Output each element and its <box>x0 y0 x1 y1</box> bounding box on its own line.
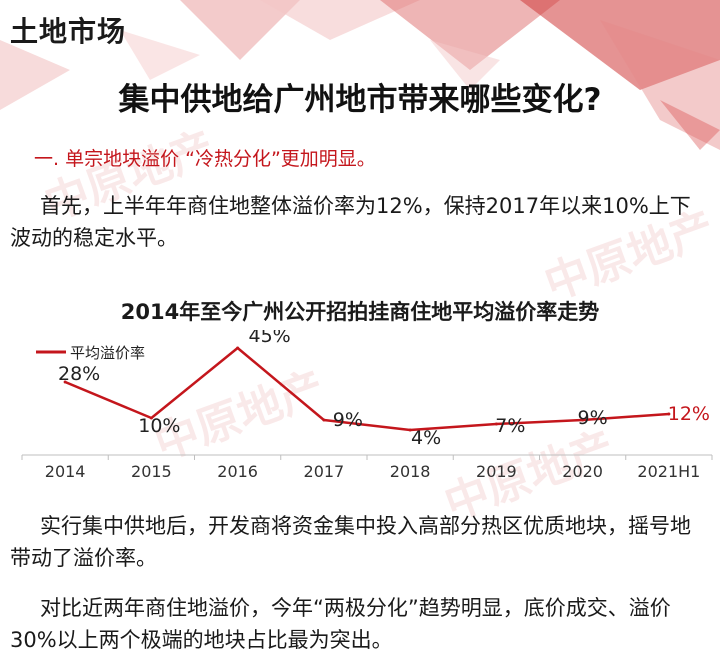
data-point <box>149 416 153 420</box>
section-tag: 土地市场 <box>10 15 127 48</box>
data-label: 7% <box>495 415 525 437</box>
data-label: 9% <box>333 409 363 431</box>
paragraph-2: 实行集中供地后，开发商将资金集中投入高部分热区优质地块，摇号地带动了溢价率。 <box>10 514 691 570</box>
data-label: 28% <box>58 363 100 385</box>
data-point <box>322 418 326 422</box>
line-chart: 2014 2015 2016 2017 2018 2019 2020 2021H1 28% 10%… <box>21 330 713 481</box>
legend-label: 平均溢价率 <box>70 344 145 362</box>
data-label: 10% <box>138 415 180 437</box>
data-label: 12% <box>668 403 710 425</box>
x-tick-label: 2015 <box>131 462 172 481</box>
data-point <box>408 428 412 432</box>
data-point <box>494 422 498 426</box>
data-label: 4% <box>411 427 441 449</box>
data-point <box>63 380 67 384</box>
data-label: 45% <box>249 330 291 347</box>
data-point <box>581 418 585 422</box>
x-tick-label: 2017 <box>304 462 345 481</box>
paragraph-1: 首先，上半年年商住地整体溢价率为12%，保持2017年以来10%上下波动的稳定水… <box>10 194 691 250</box>
data-label: 9% <box>578 407 608 429</box>
x-tick-label: 2019 <box>476 462 517 481</box>
x-tick-label: 2016 <box>217 462 258 481</box>
chart-title: 2014年至今广州公开招拍挂商住地平均溢价率走势 <box>120 300 600 324</box>
data-point <box>236 346 240 350</box>
series-line <box>64 346 669 432</box>
section-subheading: 一. 单宗地块溢价 “冷热分化”更加明显。 <box>34 148 376 170</box>
paragraph-3: 对比近两年商住地溢价，今年“两极分化”趋势明显，底价成交、溢价30%以上两个极端… <box>10 596 671 652</box>
page-headline: 集中供地给广州地市带来哪些变化? <box>118 82 602 118</box>
x-tick-label: 2018 <box>390 462 431 481</box>
x-tick-label: 2014 <box>45 462 86 481</box>
x-tick-label: 2020 <box>562 462 603 481</box>
header-decoration <box>0 0 720 150</box>
x-tick-label: 2021H1 <box>637 462 700 481</box>
data-point <box>667 412 671 416</box>
